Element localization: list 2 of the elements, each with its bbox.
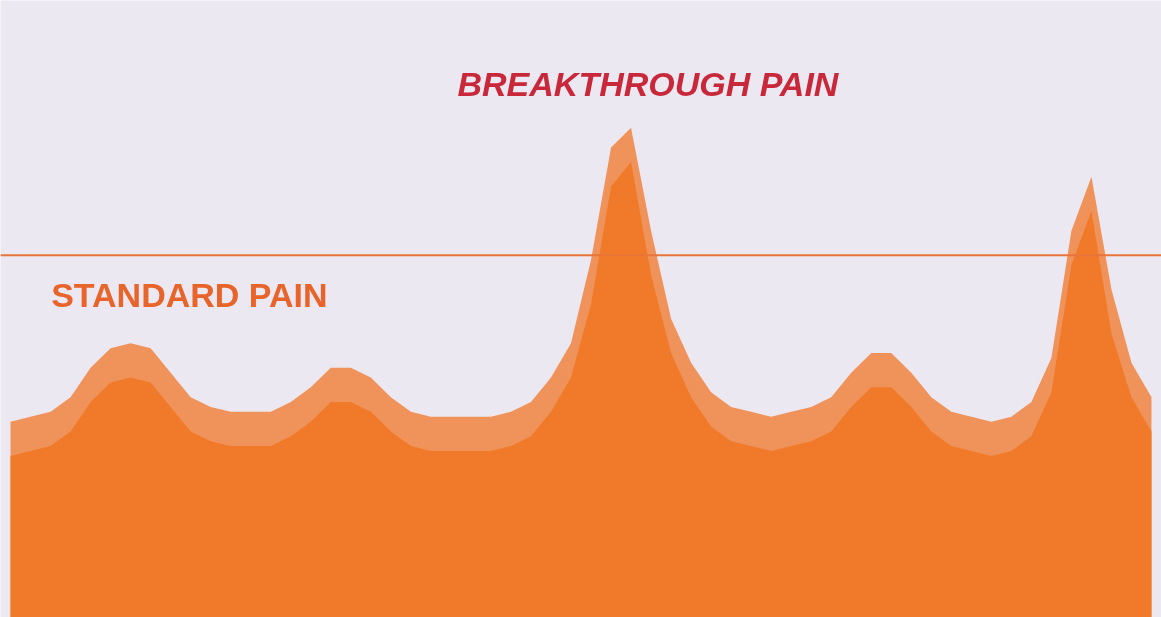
text: BREAKTHROUGH PAIN [457, 65, 840, 104]
annotation: STANDARD PAIN [51, 275, 328, 314]
